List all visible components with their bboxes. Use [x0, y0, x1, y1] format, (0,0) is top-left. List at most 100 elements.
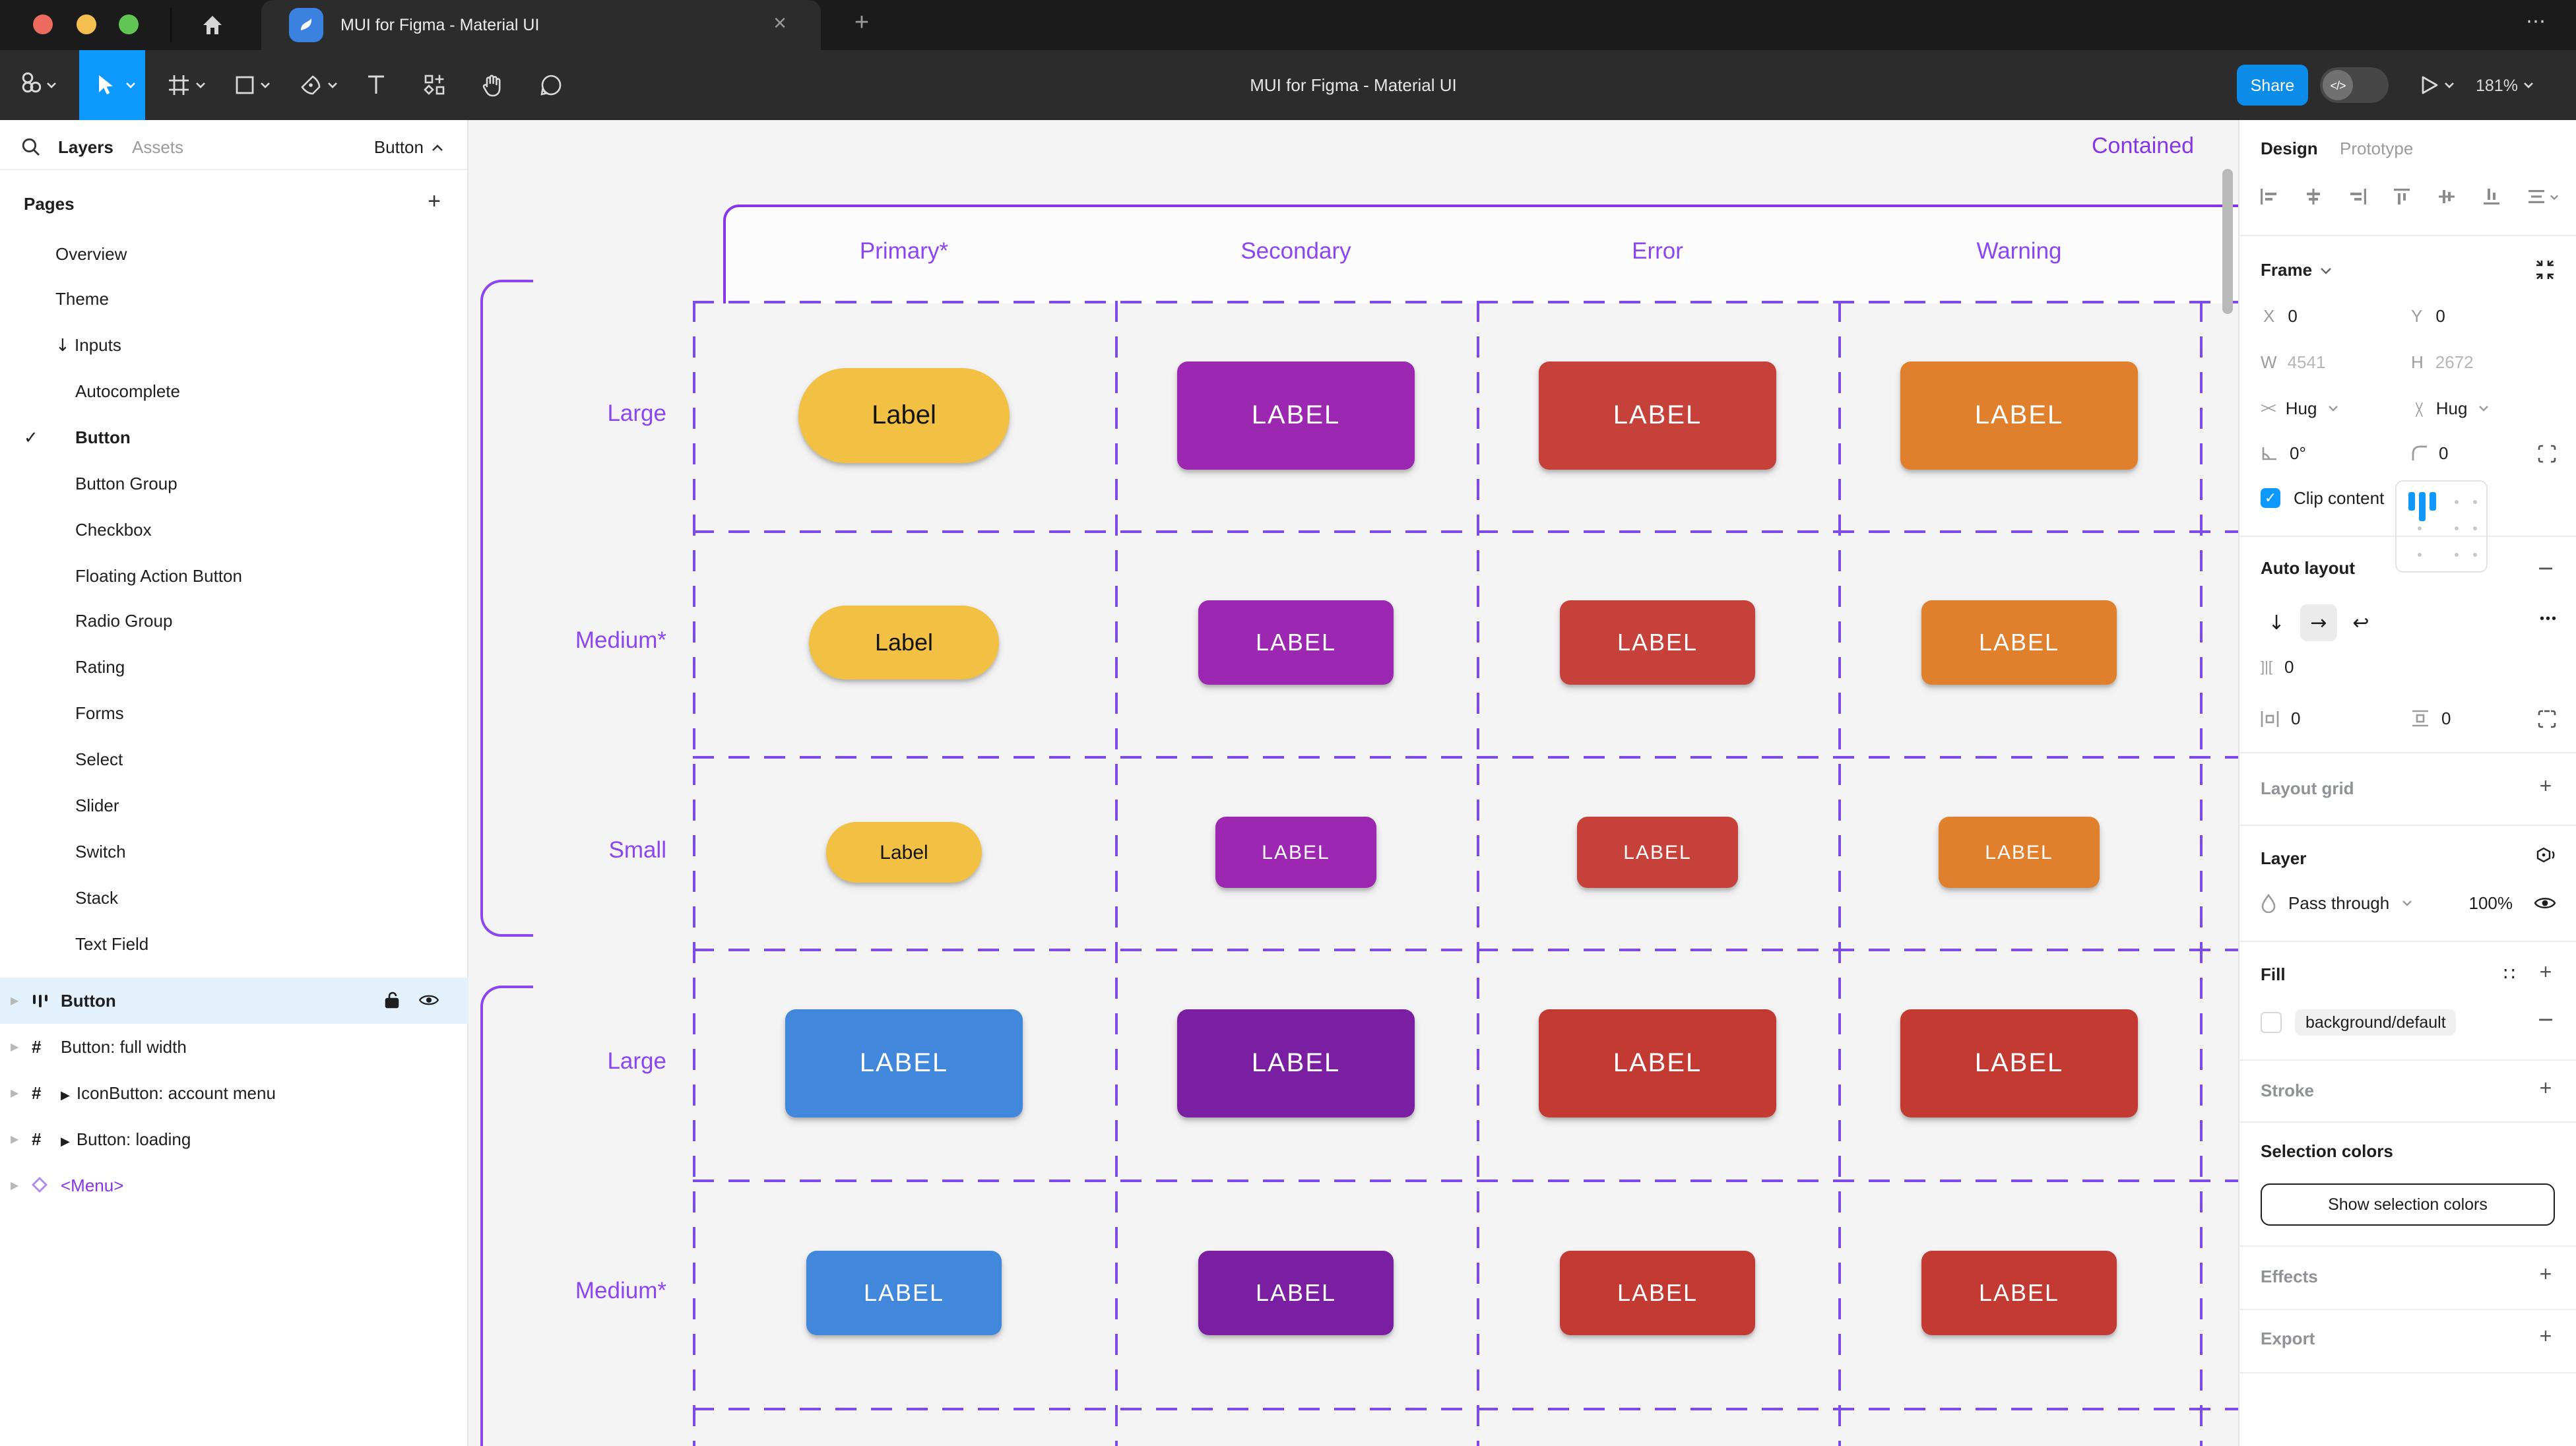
sidebar-page-button-group[interactable]: Button Group [0, 460, 468, 507]
dev-mode-toggle[interactable]: </> [2320, 67, 2389, 103]
frame-tool-button[interactable] [164, 50, 209, 120]
expand-chevron-icon[interactable]: ▶ [11, 994, 19, 1006]
sidebar-page-autocomplete[interactable]: Autocomplete [0, 368, 468, 414]
layer-styles-icon[interactable] [2535, 847, 2556, 867]
opacity-field[interactable]: 100% [2468, 893, 2513, 913]
remove-auto-layout-button[interactable]: − [2536, 555, 2555, 581]
direction-horizontal-button[interactable]: → [2300, 604, 2337, 641]
align-vertical-center-icon[interactable] [2437, 186, 2458, 207]
expand-chevron-icon[interactable]: ▶ [11, 1040, 19, 1052]
mui-button-sample[interactable]: LABEL [1177, 1009, 1415, 1117]
text-tool-button[interactable] [356, 50, 396, 120]
mui-button-sample[interactable]: LABEL [806, 1251, 1002, 1335]
window-zoom-button[interactable] [119, 15, 139, 34]
collapse-icon[interactable] [2535, 260, 2555, 280]
mui-button-sample[interactable]: LABEL [1198, 1251, 1394, 1335]
add-layout-grid-button[interactable]: + [2539, 776, 2552, 798]
tab-prototype[interactable]: Prototype [2340, 139, 2414, 158]
share-button[interactable]: Share [2237, 65, 2308, 106]
independent-corners-icon[interactable] [2538, 445, 2556, 463]
window-overflow-menu[interactable]: ⋯ [2526, 11, 2547, 33]
sidebar-page-button[interactable]: ✓ Button [0, 414, 468, 460]
layer-row--menu-[interactable]: ▶ <Menu> [0, 1162, 468, 1208]
tab-layers[interactable]: Layers [58, 137, 113, 157]
alignment-grid[interactable] [2395, 480, 2488, 573]
mui-button-sample[interactable]: LABEL [1198, 600, 1394, 685]
mui-button-sample[interactable]: LABEL [1539, 362, 1776, 470]
zoom-menu[interactable]: 181% [2476, 50, 2534, 120]
distribute-menu-icon[interactable] [2526, 186, 2559, 207]
padding-horizontal-field[interactable]: 0 [2261, 708, 2300, 728]
sidebar-page-stack[interactable]: Stack [0, 874, 468, 920]
home-button[interactable] [190, 9, 235, 41]
align-bottom-icon[interactable] [2481, 186, 2502, 207]
frame-name-label[interactable]: Contained [2092, 133, 2195, 158]
tab-close-icon[interactable]: × [773, 11, 787, 36]
sidebar-page-rating[interactable]: Rating [0, 644, 468, 691]
new-tab-button[interactable]: + [854, 9, 870, 37]
fill-style-name[interactable]: background/default [2295, 1009, 2457, 1036]
height-field[interactable]: H 2672 [2411, 352, 2474, 372]
sidebar-page-floating-action-button[interactable]: Floating Action Button [0, 552, 468, 598]
mui-button-sample[interactable]: LABEL [1939, 817, 2100, 888]
unlock-icon[interactable] [384, 977, 400, 1023]
active-file-tab[interactable]: MUI for Figma - Material UI × [261, 0, 821, 50]
mui-button-sample[interactable]: LABEL [1900, 362, 2138, 470]
document-title[interactable]: MUI for Figma - Material UI [1250, 75, 1457, 95]
mui-button-sample[interactable]: Label [826, 822, 982, 883]
width-field[interactable]: W 4541 [2261, 352, 2326, 372]
mui-button-sample[interactable]: LABEL [1921, 1251, 2117, 1335]
fill-styles-icon[interactable]: ∷ [2503, 964, 2515, 986]
align-left-icon[interactable] [2258, 186, 2279, 207]
shape-tool-button[interactable] [230, 50, 274, 120]
tab-assets[interactable]: Assets [132, 137, 184, 157]
sidebar-page-switch[interactable]: Switch [0, 829, 468, 875]
mui-button-sample[interactable]: LABEL [1560, 600, 1755, 685]
mui-button-sample[interactable]: LABEL [1177, 362, 1415, 470]
sidebar-page-inputs[interactable]: ↓ Inputs [0, 322, 468, 368]
layer-row-button-loading[interactable]: ▶ # ▶ Button: loading [0, 1116, 468, 1162]
add-export-button[interactable]: + [2539, 1326, 2552, 1348]
add-fill-button[interactable]: + [2539, 962, 2552, 984]
mui-button-sample[interactable]: LABEL [1921, 600, 2117, 685]
visibility-icon[interactable] [418, 977, 439, 1023]
padding-vertical-field[interactable]: 0 [2411, 708, 2451, 728]
fill-row[interactable]: background/default [2261, 1009, 2457, 1036]
present-button[interactable] [2420, 50, 2455, 120]
mui-button-sample[interactable]: LABEL [1539, 1009, 1776, 1117]
main-menu-button[interactable] [16, 50, 61, 120]
align-right-icon[interactable] [2347, 186, 2368, 207]
chevron-down-icon[interactable] [121, 50, 140, 120]
independent-padding-icon[interactable] [2538, 710, 2556, 728]
fill-color-swatch[interactable] [2261, 1012, 2282, 1033]
move-tool-button[interactable] [79, 50, 145, 120]
layer-row-button[interactable]: ▶ Button [0, 977, 468, 1023]
direction-wrap-button[interactable]: ↩ [2352, 611, 2369, 635]
sidebar-page-slider[interactable]: Slider [0, 782, 468, 829]
show-selection-colors-button[interactable]: Show selection colors [2261, 1183, 2555, 1226]
sidebar-page-text-field[interactable]: Text Field [0, 920, 468, 966]
remove-fill-button[interactable]: − [2536, 1007, 2555, 1032]
sidebar-page-radio-group[interactable]: Radio Group [0, 598, 468, 644]
comment-tool-button[interactable] [531, 50, 570, 120]
sidebar-page-select[interactable]: Select [0, 736, 468, 782]
rotation-field[interactable]: 0° [2261, 443, 2306, 463]
window-close-button[interactable] [33, 15, 53, 34]
add-effect-button[interactable]: + [2539, 1264, 2552, 1286]
sidebar-page-checkbox[interactable]: Checkbox [0, 506, 468, 552]
eye-icon[interactable] [2534, 895, 2556, 912]
auto-layout-more-icon[interactable]: ••• [2539, 612, 2558, 627]
search-icon[interactable] [21, 137, 41, 157]
current-page-toggle[interactable]: Button [374, 133, 443, 162]
sidebar-page-forms[interactable]: Forms [0, 690, 468, 736]
mui-button-sample[interactable]: LABEL [785, 1009, 1023, 1117]
clip-content-checkbox[interactable]: ✓ [2261, 488, 2280, 508]
canvas-scrollbar[interactable] [2222, 169, 2233, 314]
hug-vertical-select[interactable]: >< Hug [2410, 398, 2488, 418]
sidebar-page-theme[interactable]: Theme [0, 276, 468, 323]
add-stroke-button[interactable]: + [2539, 1078, 2552, 1100]
mui-button-sample[interactable]: LABEL [1900, 1009, 2138, 1117]
expand-chevron-icon[interactable]: ▶ [11, 1133, 19, 1145]
expand-chevron-icon[interactable]: ▶ [11, 1179, 19, 1191]
